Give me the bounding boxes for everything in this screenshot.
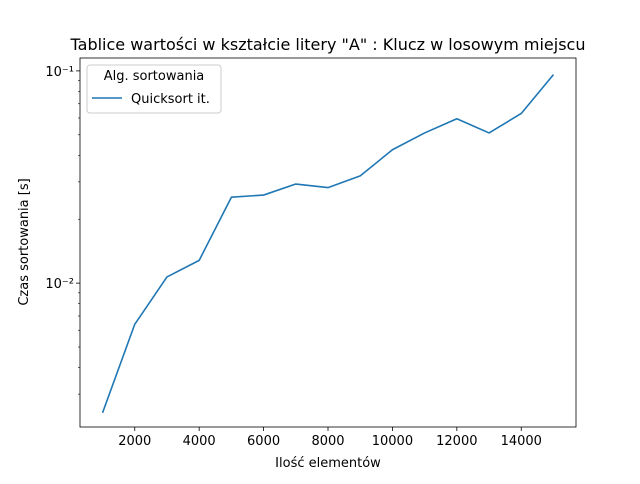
data-point	[263, 194, 265, 196]
x-tick-label: 12000	[436, 434, 477, 449]
axes-group: 2000 4000 6000 8000 10000 12000 14000 10⁻² 10⁻¹	[45, 65, 542, 449]
y-axis-label: Czas sortowania [s]	[17, 178, 32, 305]
legend: Alg. sortowania Quicksort it.	[86, 64, 222, 114]
x-tick-label: 4000	[183, 434, 216, 449]
x-tick-label: 2000	[118, 434, 151, 449]
x-tick-label: 6000	[247, 434, 280, 449]
data-point	[392, 149, 394, 151]
data-point	[520, 113, 522, 115]
data-point	[198, 260, 200, 262]
data-point	[231, 196, 233, 198]
axes-frame	[79, 57, 577, 428]
legend-box	[86, 64, 222, 114]
y-tick-label: 10⁻¹	[45, 65, 74, 80]
y-tick-label: 10⁻²	[45, 277, 74, 292]
legend-title: Alg. sortowania	[104, 69, 205, 84]
data-point	[424, 132, 426, 134]
x-tick-label: 10000	[372, 434, 413, 449]
chart-title: Tablice wartości w kształcie litery "A" …	[70, 35, 586, 54]
plot-area	[101, 74, 555, 414]
data-point	[295, 183, 297, 185]
data-point	[488, 132, 490, 134]
x-tick-label: 8000	[311, 434, 344, 449]
data-point	[134, 323, 136, 325]
data-point	[456, 118, 458, 120]
data-point	[327, 187, 329, 189]
data-point	[166, 276, 168, 278]
data-point	[102, 412, 104, 414]
data-point	[359, 175, 361, 177]
series-line-quicksort	[101, 74, 555, 414]
legend-label-quicksort: Quicksort it.	[131, 92, 210, 107]
x-axis-label: Ilość elementów	[275, 456, 381, 471]
x-tick-label: 14000	[501, 434, 542, 449]
data-point	[553, 74, 555, 76]
